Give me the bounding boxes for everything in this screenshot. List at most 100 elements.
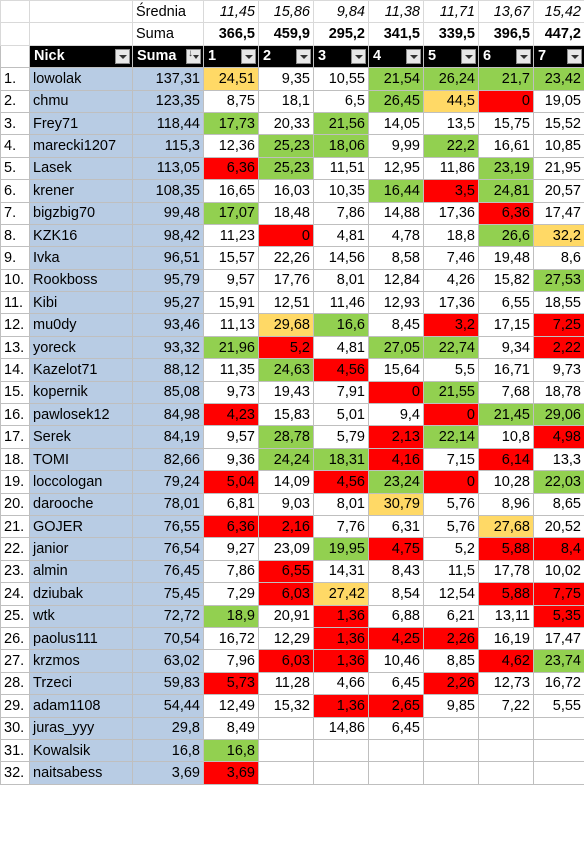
round-score-cell[interactable]: 30,79 (368, 492, 424, 516)
total-cell[interactable]: 76,45 (132, 559, 204, 584)
round-score-cell[interactable]: 9,03 (258, 492, 314, 516)
round-score-cell[interactable]: 6,36 (203, 156, 259, 181)
round-score-cell[interactable]: 17,36 (423, 291, 479, 315)
round-score-cell[interactable] (258, 716, 314, 740)
rank-cell[interactable]: 6. (0, 179, 30, 203)
table-row[interactable]: 17. Serek 84,19 9,57 28,78 5,79 2,13 22,14 10,8 4… (0, 425, 584, 449)
round-score-cell[interactable]: 6,88 (368, 604, 424, 628)
nick-cell[interactable]: Ivka (29, 246, 133, 270)
round-score-cell[interactable]: 12,73 (478, 671, 534, 696)
nick-cell[interactable]: wtk (29, 604, 133, 628)
total-cell[interactable]: 96,51 (132, 246, 204, 270)
round-score-cell[interactable]: 25,23 (258, 134, 314, 158)
round-score-cell[interactable] (368, 761, 424, 785)
round-score-cell[interactable]: 5,73 (203, 671, 259, 696)
rank-cell[interactable]: 16. (0, 403, 30, 427)
round-score-cell[interactable]: 26,6 (478, 223, 534, 248)
round-score-cell[interactable]: 16,65 (203, 179, 259, 203)
table-row[interactable]: 11. Kibi 95,27 15,91 12,51 11,46 12,93 17,36 6,5… (0, 291, 584, 315)
round-score-cell[interactable]: 9,34 (478, 335, 534, 360)
rank-cell[interactable]: 7. (0, 201, 30, 225)
round-score-cell[interactable]: 21,54 (368, 67, 424, 91)
round-score-cell[interactable]: 9,57 (203, 268, 259, 293)
total-cell[interactable]: 99,48 (132, 201, 204, 225)
round-score-cell[interactable]: 6,21 (423, 604, 479, 628)
table-row[interactable]: 16. pawlosek12 84,98 4,23 15,83 5,01 9,4 0 21,45… (0, 403, 584, 427)
total-cell[interactable]: 98,42 (132, 223, 204, 248)
round-score-cell[interactable]: 20,52 (533, 514, 584, 539)
round-score-cell[interactable]: 6,31 (368, 514, 424, 539)
total-cell[interactable]: 59,83 (132, 671, 204, 696)
round-score-cell[interactable]: 9,4 (368, 403, 424, 427)
rank-cell[interactable]: 25. (0, 604, 30, 628)
table-row[interactable]: 6. krener 108,35 16,65 16,03 10,35 16,44 3,5 24,… (0, 179, 584, 203)
nick-cell[interactable]: Kibi (29, 291, 133, 315)
total-cell[interactable]: 95,79 (132, 268, 204, 293)
round-score-cell[interactable]: 17,47 (533, 201, 584, 225)
round-score-cell[interactable]: 19,05 (533, 89, 584, 113)
nick-cell[interactable]: darooche (29, 492, 133, 516)
round-score-cell[interactable]: 18,8 (423, 223, 479, 248)
round-score-cell[interactable]: 7,29 (203, 582, 259, 606)
nick-cell[interactable]: naitsabess (29, 761, 133, 785)
round-score-cell[interactable]: 5,2 (423, 537, 479, 561)
table-row[interactable]: 32. naitsabess 3,69 3,69 (0, 761, 584, 785)
round-score-cell[interactable] (258, 738, 314, 763)
round-score-cell[interactable]: 9,35 (258, 67, 314, 91)
nick-cell[interactable]: Lasek (29, 156, 133, 181)
round-score-cell[interactable]: 19,43 (258, 380, 314, 405)
round-score-cell[interactable]: 19,95 (313, 537, 369, 561)
total-cell[interactable]: 137,31 (132, 67, 204, 91)
nick-cell[interactable]: pawlosek12 (29, 403, 133, 427)
round-score-cell[interactable]: 11,5 (423, 559, 479, 584)
round-score-cell[interactable]: 2,16 (258, 514, 314, 539)
round-score-cell[interactable] (533, 738, 584, 763)
round-score-cell[interactable] (313, 738, 369, 763)
round-score-cell[interactable]: 15,52 (533, 111, 584, 136)
round-score-cell[interactable]: 16,71 (478, 358, 534, 382)
round-score-cell[interactable]: 12,36 (203, 134, 259, 158)
nick-cell[interactable]: mu0dy (29, 313, 133, 337)
round-score-cell[interactable]: 4,56 (313, 470, 369, 494)
rank-cell[interactable]: 10. (0, 268, 30, 293)
rank-cell[interactable]: 14. (0, 358, 30, 382)
round-score-cell[interactable] (423, 738, 479, 763)
round-score-cell[interactable]: 4,56 (313, 358, 369, 382)
round-score-cell[interactable]: 4,81 (313, 335, 369, 360)
round-score-cell[interactable]: 10,35 (313, 179, 369, 203)
round-score-cell[interactable]: 0 (478, 89, 534, 113)
filter-dropdown-icon[interactable] (406, 48, 421, 64)
round-score-cell[interactable]: 8,6 (533, 246, 584, 270)
filter-dropdown-icon[interactable] (461, 48, 476, 64)
table-row[interactable]: 21. GOJER 76,55 6,36 2,16 7,76 6,31 5,76 27,68 20… (0, 514, 584, 539)
nick-cell[interactable]: Serek (29, 425, 133, 449)
round-score-cell[interactable]: 16,72 (203, 626, 259, 651)
round-score-cell[interactable]: 22,26 (258, 246, 314, 270)
filter-dropdown-icon[interactable] (115, 48, 130, 64)
round-score-cell[interactable]: 12,54 (423, 582, 479, 606)
total-cell[interactable]: 93,32 (132, 335, 204, 360)
round-score-cell[interactable]: 8,85 (423, 649, 479, 673)
round-score-cell[interactable]: 4,23 (203, 403, 259, 427)
round-score-cell[interactable]: 0 (258, 223, 314, 248)
rank-cell[interactable]: 5. (0, 156, 30, 181)
round-score-cell[interactable]: 0 (368, 380, 424, 405)
round-score-cell[interactable]: 1,36 (313, 626, 369, 651)
total-cell[interactable]: 88,12 (132, 358, 204, 382)
round-score-cell[interactable]: 8,43 (368, 559, 424, 584)
table-row[interactable]: 18. TOMI 82,66 9,36 24,24 18,31 4,16 7,15 6,14 13… (0, 447, 584, 472)
rank-cell[interactable]: 31. (0, 738, 30, 763)
table-row[interactable]: 15. kopernik 85,08 9,73 19,43 7,91 0 21,55 7,68 1… (0, 380, 584, 405)
sort-descending-filter-icon[interactable] (186, 48, 201, 64)
round-score-cell[interactable]: 17,07 (203, 201, 259, 225)
round-score-cell[interactable]: 17,73 (203, 111, 259, 136)
round-score-cell[interactable]: 2,26 (423, 671, 479, 696)
round-score-cell[interactable]: 6,03 (258, 649, 314, 673)
rank-cell[interactable]: 29. (0, 694, 30, 718)
round-score-cell[interactable]: 12,51 (258, 291, 314, 315)
round-score-cell[interactable]: 5,01 (313, 403, 369, 427)
total-cell[interactable]: 70,54 (132, 626, 204, 651)
round-score-cell[interactable]: 8,65 (533, 492, 584, 516)
round-score-cell[interactable]: 8,49 (203, 716, 259, 740)
round-score-cell[interactable]: 6,36 (203, 514, 259, 539)
